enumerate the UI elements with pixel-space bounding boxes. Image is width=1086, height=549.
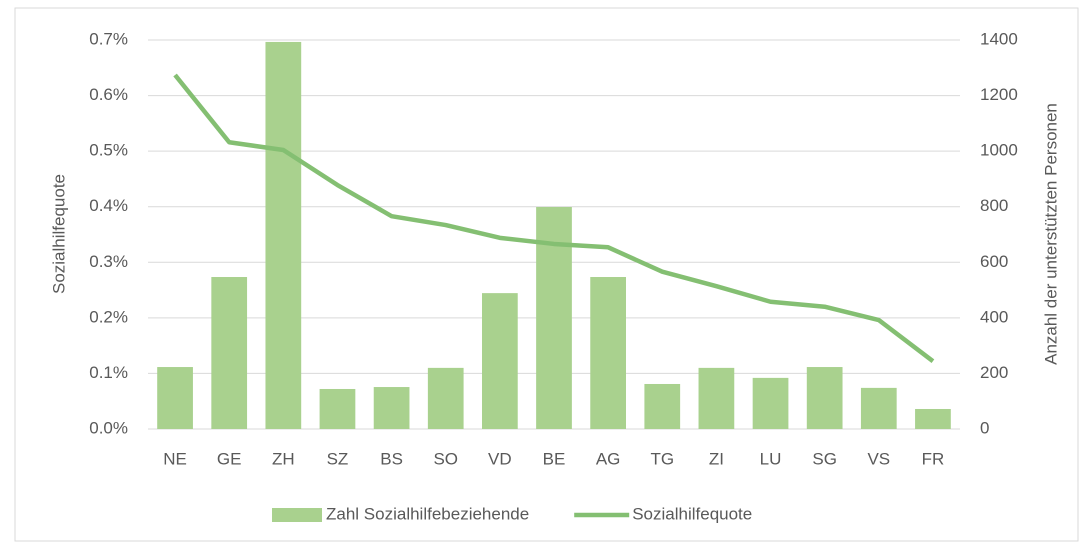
bar: [427, 367, 464, 429]
legend-label: Sozialhilfequote: [632, 504, 752, 523]
x-tick-label: BE: [543, 449, 566, 468]
x-tick-label: FR: [922, 449, 945, 468]
y-tick-label: 0.1%: [89, 363, 128, 382]
bar: [265, 41, 302, 429]
bar: [319, 388, 356, 429]
y2-tick-label: 0: [980, 418, 989, 437]
x-tick-label: NE: [163, 449, 187, 468]
y-tick-label: 0.6%: [89, 85, 128, 104]
x-tick-label: SO: [433, 449, 458, 468]
x-tick-label: BS: [380, 449, 403, 468]
y2-tick-label: 800: [980, 196, 1008, 215]
bar: [157, 367, 193, 429]
x-tick-label: LU: [760, 449, 782, 468]
x-tick-label: ZH: [272, 449, 295, 468]
bar: [915, 408, 951, 429]
bar: [752, 377, 789, 429]
y2-tick-label: 200: [980, 363, 1008, 382]
y2-tick-label: 600: [980, 252, 1008, 271]
y2-tick-label: 400: [980, 307, 1008, 326]
y-tick-label: 0.4%: [89, 196, 128, 215]
y-tick-label: 0.2%: [89, 307, 128, 326]
y-tick-label: 0.5%: [89, 141, 128, 160]
x-tick-label: VS: [867, 449, 890, 468]
legend-label: Zahl Sozialhilfebeziehende: [326, 504, 529, 523]
bar: [590, 277, 626, 429]
bar: [698, 367, 735, 429]
x-tick-label: SG: [812, 449, 837, 468]
y-tick-label: 0.3%: [89, 252, 128, 271]
y2-tick-label: 1400: [980, 29, 1018, 48]
x-tick-label: AG: [596, 449, 621, 468]
bar: [482, 293, 518, 429]
y2-axis-title: Anzahl der unterstützten Personen: [1041, 103, 1060, 365]
x-tick-label: ZI: [709, 449, 724, 468]
bar: [860, 387, 897, 429]
bar: [373, 387, 410, 429]
y-tick-label: 0.7%: [89, 29, 128, 48]
line: [173, 73, 935, 363]
y2-tick-label: 1200: [980, 85, 1018, 104]
y-tick-label: 0.0%: [89, 418, 128, 437]
y-axis-title: Sozialhilfequote: [49, 174, 68, 294]
x-tick-label: SZ: [327, 449, 349, 468]
legend-swatch: [272, 508, 322, 522]
bar: [806, 367, 843, 429]
x-tick-label: TG: [650, 449, 674, 468]
x-tick-label: VD: [488, 449, 512, 468]
x-tick-label: GE: [217, 449, 242, 468]
bar: [211, 277, 248, 429]
y2-tick-label: 1000: [980, 141, 1018, 160]
bar: [644, 383, 681, 429]
